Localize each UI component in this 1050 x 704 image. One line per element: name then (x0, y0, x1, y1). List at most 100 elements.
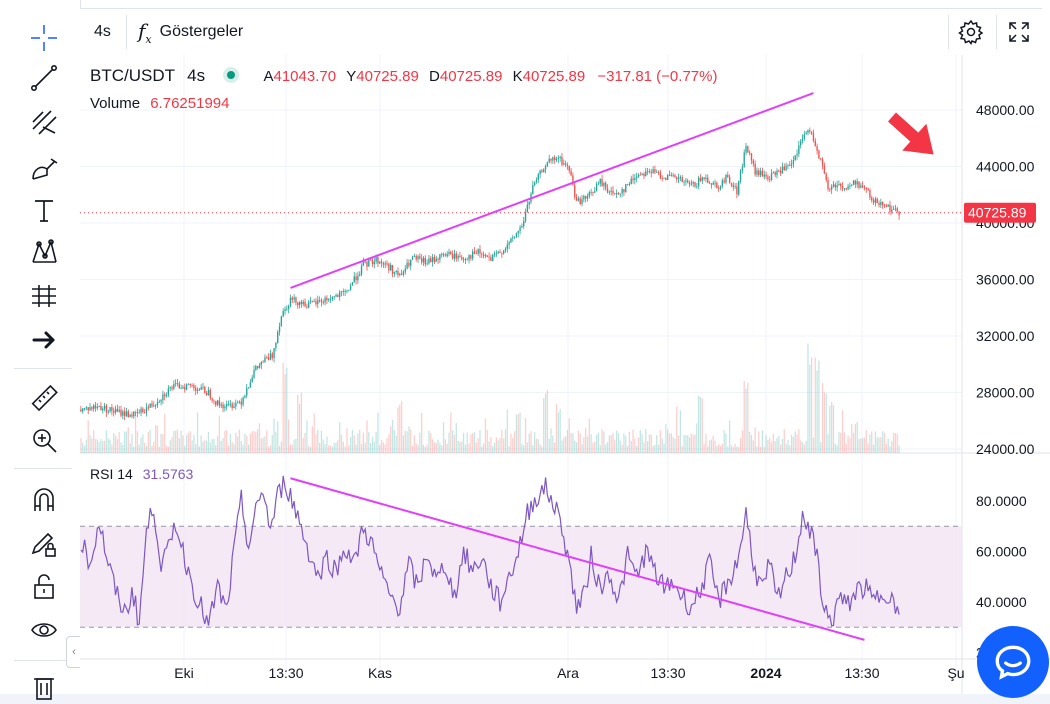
interval-button[interactable]: 4s (94, 23, 111, 40)
volume-bar (302, 438, 304, 453)
pencil-lock-icon[interactable] (22, 526, 66, 562)
candle-body (871, 197, 873, 201)
collapse-toolbar-tab[interactable]: ‹ (66, 636, 82, 668)
candle-body (645, 171, 647, 177)
rsi-trend-line[interactable] (290, 477, 865, 641)
ruler-icon[interactable] (22, 380, 66, 416)
volume-bar (672, 437, 674, 453)
trash-icon[interactable] (22, 668, 66, 704)
volume-bar (439, 443, 441, 453)
candle-body (712, 183, 714, 185)
volume-bar (337, 439, 339, 453)
candle-body (787, 165, 789, 167)
annotations[interactable] (290, 92, 946, 641)
candle-body (244, 395, 246, 398)
candle-body (215, 401, 217, 405)
volume-bar (349, 436, 352, 453)
change-value: −317.81 (−0.77%) (597, 68, 718, 85)
volume-bar (200, 435, 202, 453)
volume-bar (628, 431, 631, 453)
candle-body (233, 406, 235, 408)
volume-bar (554, 442, 556, 453)
candle-body (594, 191, 596, 193)
symbol-name[interactable]: BTC/USDT (90, 66, 175, 85)
volume-bar (878, 437, 880, 453)
volume-bar (803, 444, 805, 453)
candle-body (488, 256, 490, 258)
eye-icon[interactable] (22, 612, 66, 648)
volume-bar (728, 420, 731, 453)
volume-bar (482, 443, 485, 453)
prediction-icon[interactable] (22, 278, 66, 314)
candle-body (459, 255, 461, 258)
chat-button[interactable] (977, 626, 1049, 698)
volume-bar (173, 430, 175, 453)
candle-body (643, 173, 645, 177)
volume-bar (145, 445, 148, 453)
volume-bar (182, 435, 184, 453)
candle-body (769, 179, 771, 181)
unlock-icon[interactable] (22, 568, 66, 604)
candle-body (470, 255, 472, 259)
trend-line-icon[interactable] (22, 60, 66, 96)
candle-body (595, 184, 598, 192)
candle-body (812, 133, 815, 141)
candle-body (825, 173, 827, 181)
crosshair-icon[interactable] (22, 20, 66, 56)
volume-bar (114, 435, 117, 453)
brush-icon[interactable] (22, 150, 66, 186)
fib-retracement-icon[interactable] (22, 104, 66, 140)
candle-body (515, 233, 518, 237)
candle-body (555, 158, 558, 161)
candle-body (579, 198, 581, 204)
candle-body (357, 275, 359, 281)
high-label: Y (346, 68, 357, 85)
candle-body (227, 403, 230, 405)
volume-bar (264, 436, 266, 453)
down-arrow-annotation[interactable] (880, 104, 946, 168)
volume-bar (322, 439, 324, 453)
volume-bar (204, 439, 206, 453)
volume-bar (153, 441, 155, 453)
price-chart[interactable]: 48000.0044000.0040000.0036000.0032000.00… (80, 55, 1050, 694)
volume-bar (102, 441, 104, 453)
volume-bar (710, 439, 713, 453)
candle-body (318, 300, 321, 301)
volume-bar (164, 414, 166, 453)
volume-bar (297, 394, 299, 453)
volume-bar (162, 434, 164, 453)
candle-body (566, 164, 569, 166)
volume-bar (539, 444, 541, 453)
volume-bars (80, 343, 900, 453)
volume-bar (841, 410, 844, 453)
price-trend-line[interactable] (290, 92, 814, 289)
volume-bar (501, 429, 503, 453)
volume-label: Volume (90, 95, 141, 112)
volume-bar (869, 434, 871, 453)
volume-bar (798, 429, 800, 453)
candle-body (349, 285, 352, 290)
zoom-in-icon[interactable] (22, 422, 66, 458)
candle-body (391, 264, 394, 274)
volume-bar (843, 432, 846, 453)
fullscreen-icon[interactable] (1006, 9, 1032, 55)
volume-bar (506, 409, 508, 453)
rsi-value: 31.5763 (142, 466, 194, 482)
gear-icon[interactable] (958, 9, 984, 55)
magnet-icon[interactable] (22, 482, 66, 518)
arrow-right-icon[interactable] (22, 322, 66, 358)
candle-body (799, 141, 802, 146)
candle-body (413, 256, 416, 257)
candle-body (246, 388, 248, 396)
pattern-icon[interactable] (22, 234, 66, 270)
volume-bar (654, 445, 656, 453)
volume-bar (759, 446, 762, 453)
rsi-legend: RSI 14 31.5763 (90, 466, 193, 482)
candle-body (876, 198, 878, 204)
volume-bar (557, 412, 559, 453)
candle-body (807, 130, 809, 133)
indicators-button[interactable]: fx Göstergeler (138, 9, 243, 55)
text-icon[interactable] (22, 192, 66, 228)
volume-bar (871, 431, 873, 453)
candle-body (120, 409, 122, 416)
